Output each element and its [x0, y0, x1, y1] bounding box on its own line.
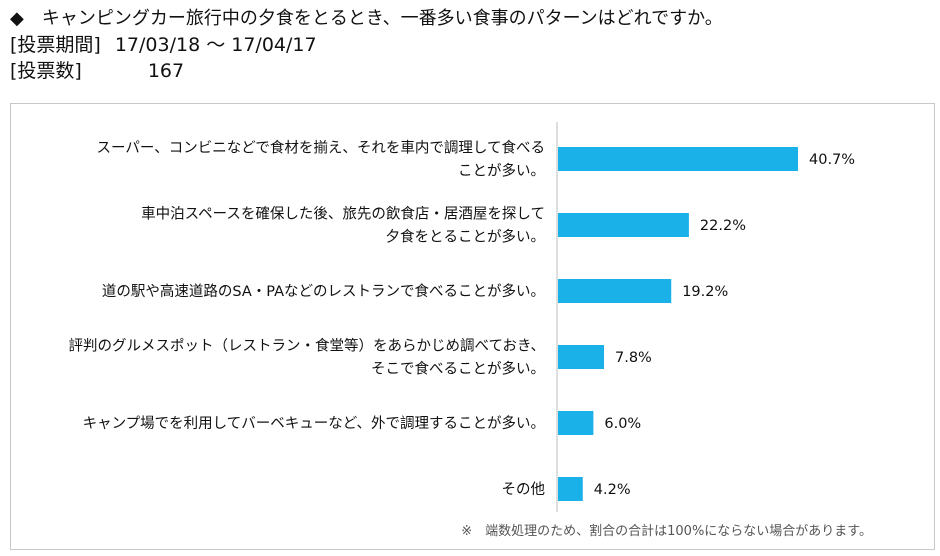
- value-label-5: 6.0%: [604, 416, 641, 432]
- value-label-6: 4.2%: [594, 482, 631, 498]
- bar-4: [558, 345, 604, 369]
- category-label-1-line-2: ことが多い。: [458, 163, 545, 180]
- voting-period-value: 17/03/18 〜 17/04/17: [114, 34, 317, 56]
- chart-header: ◆ キャンピングカー旅行中の夕食をとるとき、一番多い食事のパターンはどれですか。…: [10, 6, 723, 84]
- value-label-2: 22.2%: [700, 218, 746, 234]
- vote-count-label: [投票数]: [10, 60, 82, 82]
- vote-count-value: 167: [147, 60, 185, 82]
- category-label-2-line-2: 夕食をとることが多い。: [386, 229, 546, 246]
- category-label-4-line-1: 評判のグルメスポット（レストラン・食堂等）をあらかじめ調べておき、: [69, 337, 545, 355]
- category-label-3-line-1: 道の駅や高速道路のSA・PAなどのレストランで食べることが多い。: [102, 283, 545, 300]
- value-label-4: 7.8%: [615, 350, 652, 366]
- bar-1: [558, 147, 798, 171]
- category-label-2-line-1: 車中泊スペースを確保した後、旅先の飲食店・居酒屋を探して: [141, 206, 545, 223]
- bar-6: [558, 477, 583, 501]
- category-label-5-line-1: キャンプ場でを利用してバーベキューなど、外で調理することが多い。: [83, 415, 545, 432]
- footnote: ※ 端数処理のため、割合の合計は100%にならない場合があります。: [461, 524, 872, 539]
- chart-frame: 40.7% スーパー、コンビニなどで食材を揃え、それを車内で調理して食べることが多…: [10, 103, 935, 550]
- category-label-6-line-1: その他: [502, 481, 546, 498]
- value-label-3: 19.2%: [682, 284, 728, 300]
- bar-5: [558, 411, 594, 435]
- voting-period-label: [投票期間]: [10, 34, 101, 56]
- category-label-1-line-1: スーパー、コンビニなどで食材を揃え、それを車内で調理して食べる: [97, 140, 545, 157]
- voting-period: [投票期間] 17/03/18 〜 17/04/17: [10, 32, 723, 58]
- bar-2: [558, 213, 689, 237]
- vote-count: [投票数] 167: [10, 58, 723, 84]
- bar-chart: 40.7% スーパー、コンビニなどで食材を揃え、それを車内で調理して食べることが多…: [69, 122, 855, 512]
- value-label-1: 40.7%: [809, 152, 855, 168]
- question-title: ◆ キャンピングカー旅行中の夕食をとるとき、一番多い食事のパターンはどれですか。: [10, 8, 723, 29]
- bar-3: [558, 279, 672, 303]
- category-label-4-line-2: そこで食べることが多い。: [371, 361, 545, 378]
